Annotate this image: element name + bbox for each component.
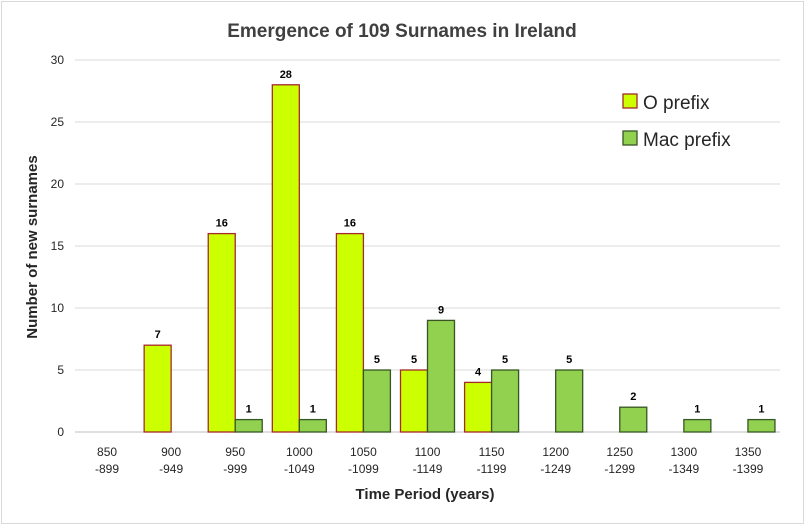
o-prefix-bar — [399, 369, 429, 433]
y-axis-title: Number of new surnames — [24, 155, 41, 338]
mac-prefix-bar — [234, 418, 263, 433]
y-tick-label: 30 — [51, 53, 65, 67]
data-label: 2 — [630, 391, 636, 403]
chart-title: Emergence of 109 Surnames in Ireland — [227, 21, 577, 42]
x-tick-label: 1250 -1299 — [604, 445, 635, 476]
legend-label: Mac prefix — [643, 130, 731, 151]
gridlines — [75, 59, 780, 433]
x-tick-label: 1000 -1049 — [284, 445, 315, 476]
x-tick-label: 1100 -1149 — [413, 445, 443, 476]
x-tick-label: 1200 -1249 — [540, 445, 571, 476]
mac-prefix-bar — [747, 418, 776, 433]
mac-prefix-bar — [426, 319, 456, 433]
data-label: 5 — [374, 354, 380, 366]
y-tick-label: 20 — [51, 177, 65, 191]
data-label: 1 — [694, 404, 700, 416]
mac-prefix-bar — [683, 418, 712, 433]
data-label: 7 — [155, 329, 161, 341]
x-tick-label: 1150 -1199 — [477, 445, 507, 476]
x-axis-ticks: 850 -899 900 -949 950 -999 1000 -1049 1050 -1099 1… — [95, 445, 764, 476]
data-label: 1 — [310, 404, 316, 416]
x-tick-label: 900 -949 — [159, 445, 183, 476]
mac-prefix-bar — [490, 369, 520, 433]
x-tick-label: 850 -899 — [95, 445, 119, 476]
y-tick-label: 5 — [57, 363, 64, 377]
mac-prefix-bar — [555, 369, 584, 433]
data-label: 5 — [411, 354, 417, 366]
mac-prefix-bar — [619, 406, 648, 433]
x-tick-label: 950 -999 — [223, 445, 247, 476]
y-tick-label: 15 — [51, 239, 65, 253]
data-label: 9 — [438, 304, 444, 316]
data-label: 1 — [758, 404, 764, 416]
o-prefix-bar — [335, 232, 365, 433]
x-axis-title: Time Period (years) — [356, 486, 495, 503]
bars — [143, 84, 776, 433]
data-label: 16 — [216, 218, 228, 230]
data-labels: 7 16 28 16 5 4 1 1 5 9 5 5 2 1 1 — [155, 69, 765, 416]
y-tick-label: 10 — [51, 301, 65, 315]
data-label: 4 — [475, 366, 482, 378]
data-label: 5 — [566, 354, 572, 366]
x-tick-label: 1300 -1349 — [669, 445, 700, 476]
y-tick-label: 0 — [57, 425, 64, 439]
o-prefix-bar — [207, 232, 236, 433]
data-label: 5 — [502, 354, 508, 366]
data-label: 28 — [280, 69, 292, 81]
x-tick-label: 1350 -1399 — [733, 445, 764, 476]
o-prefix-bar — [143, 344, 172, 433]
mac-prefix-bar — [362, 369, 392, 433]
y-tick-label: 25 — [51, 115, 65, 129]
legend-swatch — [622, 93, 638, 109]
o-prefix-bar — [271, 84, 300, 433]
data-label: 1 — [246, 404, 252, 416]
x-tick-label: 1050 -1099 — [348, 445, 379, 476]
legend-label: O prefix — [643, 93, 710, 114]
legend: O prefix Mac prefix — [622, 93, 731, 151]
data-label: 16 — [344, 218, 356, 230]
y-axis-ticks: 0 5 10 15 20 25 30 — [51, 53, 65, 439]
mac-prefix-bar — [298, 418, 327, 433]
o-prefix-bar — [463, 381, 493, 433]
legend-swatch — [622, 130, 638, 146]
